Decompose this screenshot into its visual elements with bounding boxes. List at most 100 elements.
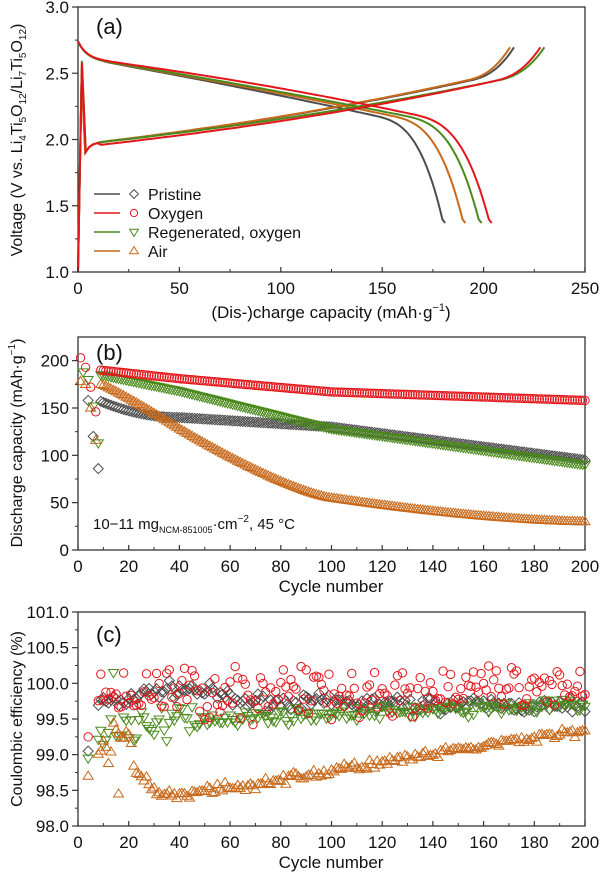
data-point <box>307 764 320 775</box>
data-point <box>465 741 477 752</box>
data-point <box>111 689 121 699</box>
data-point <box>364 680 375 690</box>
data-point <box>459 707 472 718</box>
data-point <box>101 687 111 697</box>
data-point <box>302 419 315 430</box>
data-point <box>178 388 191 399</box>
data-point <box>551 701 564 712</box>
data-point <box>499 700 509 710</box>
data-point <box>279 413 292 424</box>
data-point <box>191 786 204 797</box>
data-point <box>99 736 112 747</box>
data-point <box>138 401 150 411</box>
data-point <box>528 700 541 711</box>
data-point <box>75 353 86 363</box>
data-point <box>462 742 475 753</box>
data-point <box>235 713 245 724</box>
data-point <box>186 430 198 440</box>
data-point <box>200 376 210 386</box>
x-tick-label: 160 <box>469 833 497 852</box>
data-point <box>132 716 145 726</box>
data-point <box>271 686 281 697</box>
data-point <box>267 717 280 727</box>
data-point <box>509 393 519 403</box>
data-point <box>243 690 253 700</box>
data-point <box>245 695 256 705</box>
data-point <box>163 718 176 729</box>
data-point <box>527 393 537 404</box>
data-point <box>225 677 235 687</box>
data-point <box>257 690 269 702</box>
data-point <box>169 683 180 693</box>
data-point <box>336 683 347 694</box>
data-point <box>282 478 295 489</box>
data-point <box>247 416 259 428</box>
data-point <box>207 376 218 387</box>
data-point <box>99 380 112 391</box>
data-point <box>186 390 198 401</box>
data-point <box>443 682 453 692</box>
data-point <box>187 665 197 676</box>
data-point <box>249 463 262 474</box>
data-point <box>204 413 216 426</box>
data-point <box>106 687 116 698</box>
data-point <box>558 701 571 711</box>
data-point <box>82 375 95 386</box>
data-point <box>562 395 572 405</box>
data-point <box>122 392 135 403</box>
data-point <box>443 391 453 401</box>
data-point <box>319 685 329 696</box>
data-point <box>492 740 505 750</box>
data-point <box>290 416 302 426</box>
data-point <box>135 708 148 718</box>
data-point <box>406 753 419 764</box>
data-point <box>483 661 494 671</box>
data-point <box>476 392 486 402</box>
data-point <box>102 728 115 739</box>
data-point <box>290 767 302 778</box>
data-point <box>525 706 538 716</box>
data-point <box>348 711 361 721</box>
data-point <box>254 407 267 418</box>
data-point <box>210 673 220 684</box>
data-point <box>196 784 209 795</box>
data-point <box>565 395 575 405</box>
data-point <box>244 404 257 415</box>
data-point <box>140 685 153 698</box>
data-point <box>536 703 548 713</box>
data-point <box>140 722 153 732</box>
data-point <box>499 393 509 403</box>
data-point <box>580 689 590 700</box>
data-point <box>509 669 519 679</box>
data-point <box>267 410 280 421</box>
data-point <box>150 408 163 419</box>
data-point <box>324 669 334 679</box>
data-point <box>463 391 474 402</box>
data-point <box>468 391 479 402</box>
data-point <box>491 666 501 676</box>
data-point <box>276 677 286 688</box>
data-point <box>293 705 304 715</box>
data-point <box>362 388 372 398</box>
data-point <box>205 712 215 723</box>
data-point <box>481 392 491 402</box>
data-point <box>125 737 138 748</box>
data-point <box>312 489 325 499</box>
data-point <box>425 390 436 400</box>
data-point <box>275 418 287 430</box>
panel-b-points <box>74 353 591 526</box>
data-point <box>184 680 195 690</box>
data-point <box>530 708 543 718</box>
data-point <box>176 424 188 434</box>
data-point <box>420 390 430 400</box>
data-point <box>131 700 142 710</box>
data-point <box>192 375 202 385</box>
data-point <box>234 415 246 427</box>
data-point <box>286 383 296 394</box>
data-point <box>231 415 244 427</box>
data-point <box>130 767 143 777</box>
data-point <box>177 374 187 384</box>
data-point <box>258 381 268 391</box>
data-point <box>278 383 289 393</box>
data-point <box>382 389 392 399</box>
